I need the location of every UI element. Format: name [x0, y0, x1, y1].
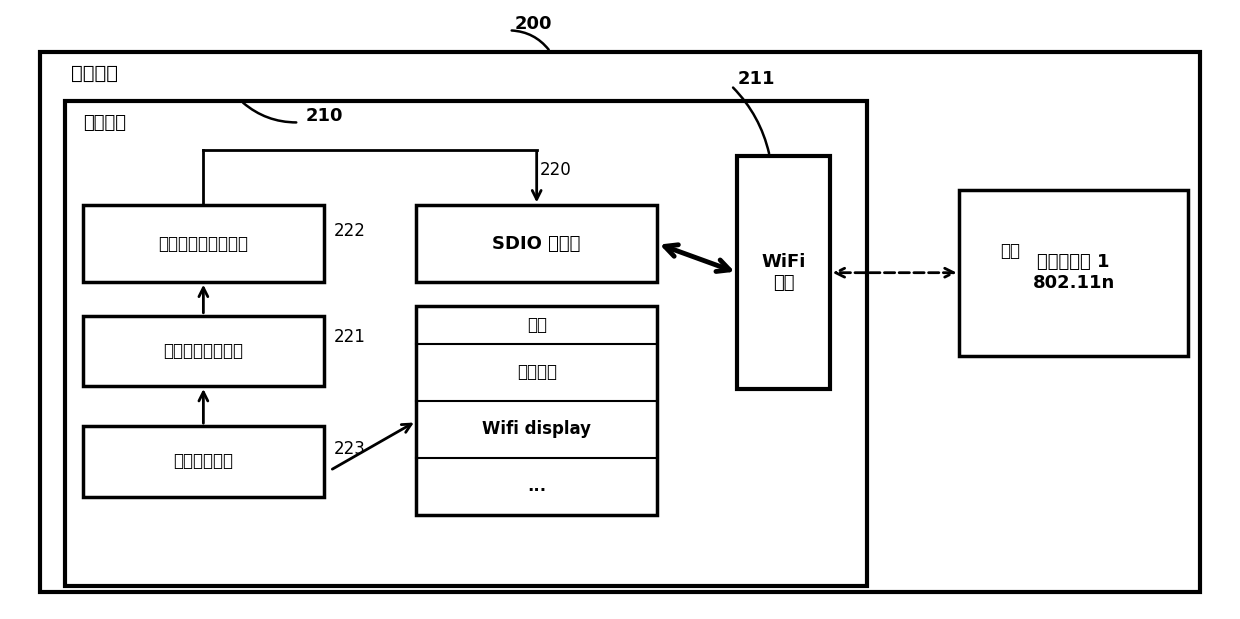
- Text: 电子设备: 电子设备: [71, 64, 118, 82]
- Text: SDIO 控制器: SDIO 控制器: [492, 235, 580, 253]
- Text: 带宽需求模块: 带宽需求模块: [174, 452, 233, 470]
- Text: 223: 223: [334, 439, 366, 458]
- Bar: [417, 306, 657, 515]
- Text: ...: ...: [527, 477, 547, 495]
- Text: 连接: 连接: [1001, 242, 1021, 260]
- Text: 无线接入点 1
802.11n: 无线接入点 1 802.11n: [1033, 253, 1115, 292]
- Bar: [83, 206, 324, 282]
- Bar: [64, 101, 867, 586]
- Bar: [83, 316, 324, 386]
- Text: WiFi
模块: WiFi 模块: [761, 253, 806, 292]
- Bar: [738, 156, 830, 389]
- Bar: [960, 190, 1188, 355]
- Text: 锁相环时钟产生模块: 锁相环时钟产生模块: [159, 235, 248, 253]
- Bar: [417, 206, 657, 282]
- Text: 222: 222: [334, 222, 366, 240]
- Text: Wifi display: Wifi display: [482, 420, 591, 438]
- Bar: [40, 52, 1200, 592]
- Text: 应用: 应用: [527, 316, 547, 334]
- Bar: [83, 426, 324, 496]
- Text: 220: 220: [539, 161, 572, 179]
- Text: 210: 210: [305, 107, 342, 125]
- Text: 200: 200: [515, 15, 553, 33]
- Text: 211: 211: [738, 71, 775, 89]
- Text: 在线视频: 在线视频: [517, 363, 557, 381]
- Text: 221: 221: [334, 328, 366, 346]
- Text: 动态时钟计算模块: 动态时钟计算模块: [164, 342, 243, 360]
- Text: 处理模块: 处理模块: [83, 114, 126, 132]
